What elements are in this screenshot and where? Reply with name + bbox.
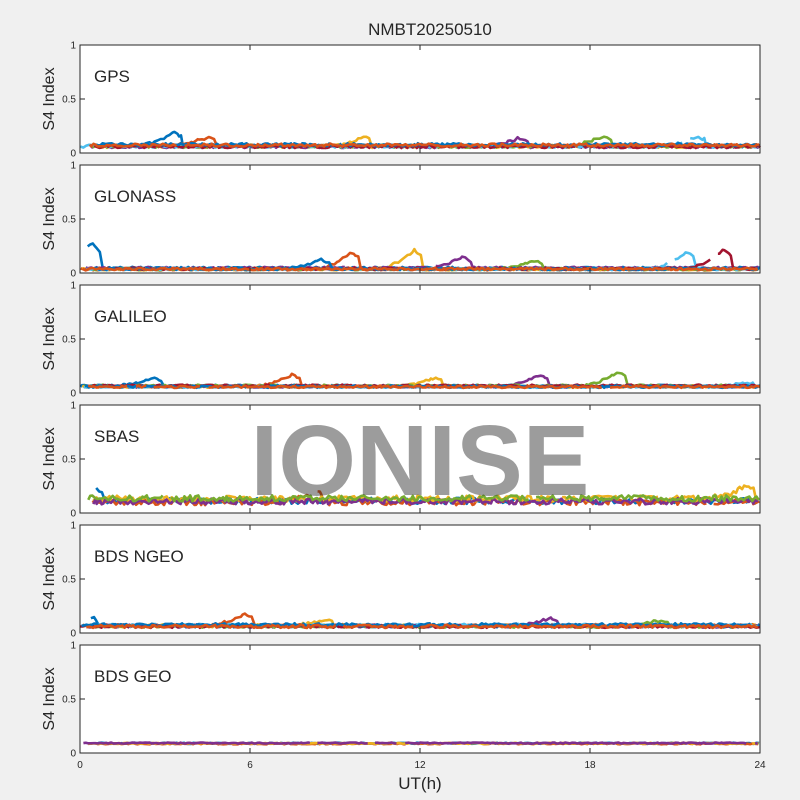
y-axis-label: S4 Index [41,67,58,130]
panel-label: GLONASS [94,187,176,206]
plot-area [80,45,760,153]
y-tick-label: 0.5 [62,575,76,586]
y-tick-label: 0 [70,629,76,640]
series-line [92,497,759,506]
panel-glonass: 0 0.5 1 S4 Index GLONASS [41,161,761,280]
y-axis-label: S4 Index [41,307,58,370]
y-axis-label: S4 Index [41,187,58,250]
y-tick-label: 0 [70,389,76,400]
y-tick-label: 0.5 [62,335,76,346]
plot-area [80,525,760,633]
x-axis-label: UT(h) [398,774,441,793]
y-tick-label: 0.5 [62,455,76,466]
x-axis-ticks: 0 6 12 18 24 [77,760,766,771]
plot-area [80,285,760,393]
series-line [87,494,760,503]
panel-label: BDS NGEO [94,547,184,566]
plot-area [80,645,760,753]
series-line [81,266,759,272]
plot-area [80,405,760,513]
series-line [83,741,758,745]
x-tick-label: 24 [754,760,766,771]
y-tick-label: 0.5 [62,95,76,106]
y-tick-label: 1 [70,41,76,52]
y-tick-label: 0 [70,509,76,520]
y-tick-label: 0 [70,269,76,280]
y-tick-label: 0 [70,749,76,760]
y-axis-label: S4 Index [41,427,58,490]
panel-galileo: 0 0.5 1 S4 Index GALILEO [41,281,761,400]
y-axis-label: S4 Index [41,547,58,610]
y-tick-label: 0.5 [62,215,76,226]
panel-label: GPS [94,67,130,86]
y-tick-label: 1 [70,641,76,652]
panel-label: SBAS [94,427,139,446]
y-tick-label: 1 [70,281,76,292]
series-line [88,142,760,148]
y-axis-label: S4 Index [41,667,58,730]
y-tick-label: 1 [70,521,76,532]
panel-label: BDS GEO [94,667,171,686]
chart-title: NMBT20250510 [368,20,492,39]
watermark-text: IONISE [251,405,590,517]
panel-bds-geo: 0 0.5 1 S4 Index BDS GEO [41,641,761,760]
y-tick-label: 1 [70,401,76,412]
y-tick-label: 1 [70,161,76,172]
x-tick-label: 0 [77,760,83,771]
series-line [87,384,761,390]
x-tick-label: 12 [414,760,426,771]
panels: 0 0.5 1 S4 Index GPS 0 0.5 1 S4 Index GLONASS 0 0.5… [41,41,761,760]
y-tick-label: 0 [70,149,76,160]
x-tick-label: 6 [247,760,253,771]
y-tick-label: 0.5 [62,695,76,706]
panel-bds-ngeo: 0 0.5 1 S4 Index BDS NGEO [41,521,761,640]
x-tick-label: 18 [584,760,596,771]
series-line [86,623,759,630]
panel-gps: 0 0.5 1 S4 Index GPS [41,41,761,160]
panel-sbas: 0 0.5 1 S4 Index SBAS [41,401,761,520]
panel-label: GALILEO [94,307,167,326]
